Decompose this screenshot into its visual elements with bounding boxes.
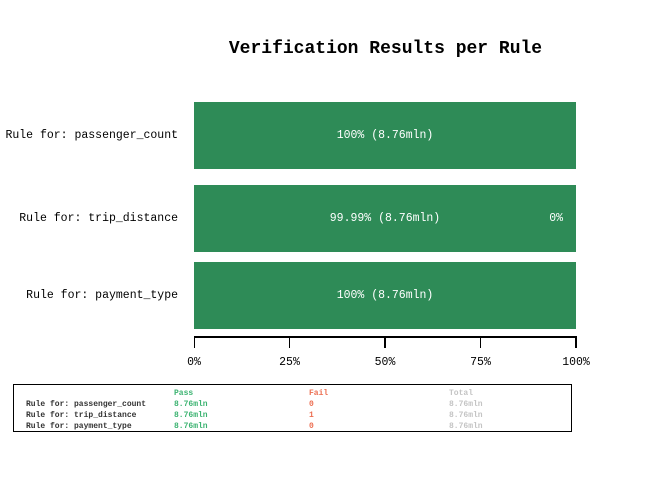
chart-title: Verification Results per Rule bbox=[228, 39, 543, 59]
x-axis-tick-label: 0% bbox=[187, 356, 201, 369]
x-axis-tick-label: 50% bbox=[374, 356, 396, 369]
summary-pass-count: 8.76mln bbox=[174, 422, 208, 431]
summary-pass-count: 8.76mln bbox=[174, 400, 208, 409]
x-axis-tick bbox=[575, 336, 577, 348]
summary-rule-name: Rule for: trip_distance bbox=[26, 411, 137, 420]
pass-bar: 99.99% (8.76mln) 0% bbox=[194, 185, 576, 252]
summary-pass-count: 8.76mln bbox=[174, 411, 208, 420]
x-axis-tick bbox=[288, 336, 291, 348]
bar-category-label: Rule for: passenger_count bbox=[5, 129, 178, 142]
fail-percent-label: 0% bbox=[549, 212, 563, 225]
summary-fail-count: 0 bbox=[309, 422, 314, 431]
summary-fail-count: 1 bbox=[309, 411, 314, 420]
summary-total-count: 8.76mln bbox=[449, 400, 483, 409]
pass-bar: 100% (8.76mln) bbox=[194, 102, 576, 169]
summary-header-fail: Fail bbox=[309, 389, 329, 398]
x-axis-tick bbox=[479, 336, 482, 348]
bar-category-label: Rule for: payment_type bbox=[26, 289, 178, 302]
pass-bar: 100% (8.76mln) bbox=[194, 262, 576, 329]
bar-value-label: 100% (8.76mln) bbox=[336, 289, 434, 302]
summary-fail-count: 0 bbox=[309, 400, 314, 409]
bar-value-label: 99.99% (8.76mln) bbox=[329, 212, 441, 225]
bar-category-label: Rule for: trip_distance bbox=[19, 212, 178, 225]
x-axis-tick-label: 25% bbox=[279, 356, 300, 369]
x-axis-tick-label: 75% bbox=[470, 356, 491, 369]
bar-value-label: 100% (8.76mln) bbox=[336, 129, 434, 142]
summary-header-total: Total bbox=[449, 389, 474, 398]
summary-rule-name: Rule for: payment_type bbox=[26, 422, 132, 431]
summary-total-count: 8.76mln bbox=[449, 411, 483, 420]
summary-table: Pass Fail Total Rule for: passenger_coun… bbox=[13, 384, 572, 432]
x-axis-tick bbox=[193, 336, 195, 348]
summary-total-count: 8.76mln bbox=[449, 422, 483, 431]
summary-header-rule bbox=[26, 388, 174, 399]
x-axis-tick-label: 100% bbox=[562, 356, 590, 369]
x-axis-tick bbox=[384, 336, 386, 348]
summary-rule-name: Rule for: passenger_count bbox=[26, 400, 147, 409]
summary-header-pass: Pass bbox=[174, 389, 194, 398]
